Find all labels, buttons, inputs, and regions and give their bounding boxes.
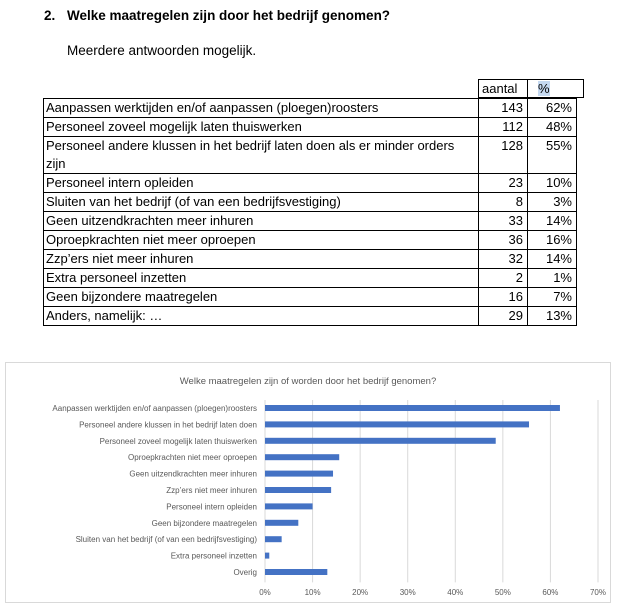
row-percent: 48% [527,117,577,137]
question-number: 2. [44,8,56,23]
x-tick-label: 10% [305,588,321,597]
category-label: Personeel intern opleiden [166,502,257,511]
row-percent: 7% [527,287,577,307]
category-label: Extra personeel inzetten [171,552,257,561]
row-count: 36 [478,230,528,250]
row-label: Extra personeel inzetten [43,268,479,288]
row-label: Sluiten van het bedrijf (of van een bedr… [43,192,479,212]
row-label: Personeel zoveel mogelijk laten thuiswer… [43,117,479,137]
x-tick-label: 0% [259,588,271,597]
table-row: Sluiten van het bedrijf (of van een bedr… [43,192,577,212]
bar [265,519,299,526]
row-count: 128 [478,136,528,174]
header-percent: % [538,81,550,96]
row-label: Oproepkrachten niet meer oproepen [43,230,479,250]
row-count: 112 [478,117,528,137]
category-label: Geen bijzondere maatregelen [152,519,257,528]
bar [265,454,340,461]
bar [265,552,270,559]
row-label: Aanpassen werktijden en/of aanpassen (pl… [43,98,479,118]
chart-title: Welke maatregelen zijn of worden door he… [180,376,436,387]
bar [265,470,334,477]
row-percent: 3% [527,192,577,212]
table-row: Personeel andere klussen in het bedrijf … [43,136,577,174]
category-label: Personeel zoveel mogelijk laten thuiswer… [100,437,257,446]
table-row: Personeel zoveel mogelijk laten thuiswer… [43,117,577,137]
row-label: Personeel intern opleiden [43,173,479,193]
row-percent: 13% [527,306,577,326]
x-tick-label: 70% [590,588,606,597]
category-label: Zzp’ers niet meer inhuren [166,486,257,495]
bar [265,487,332,493]
table-row: Oproepkrachten niet meer oproepen 36 16% [43,230,577,250]
row-percent: 55% [527,136,577,174]
table-row: Personeel intern opleiden 23 10% [43,173,577,193]
table-row: Aanpassen werktijden en/of aanpassen (pl… [43,98,577,118]
row-label: Anders, namelijk: … [43,306,479,326]
row-count: 16 [478,287,528,307]
category-label: Overig [233,568,257,577]
row-percent: 16% [527,230,577,250]
table-row: Anders, namelijk: … 29 13% [43,306,577,326]
x-tick-label: 60% [542,588,558,597]
question-subtitle: Meerdere antwoorden mogelijk. [67,43,257,58]
bar [265,421,530,428]
table-row: Extra personeel inzetten 2 1% [43,268,577,288]
table-header: aantal % [478,79,584,98]
bar [265,536,282,543]
table-row: Geen uitzendkrachten meer inhuren 33 14% [43,211,577,231]
row-percent: 10% [527,173,577,193]
row-count: 8 [478,192,528,212]
table-row: Geen bijzondere maatregelen 16 7% [43,287,577,307]
row-count: 2 [478,268,528,288]
row-count: 29 [478,306,528,326]
row-percent: 14% [527,249,577,269]
chart-svg: Welke maatregelen zijn of worden door he… [52,376,606,597]
bar [265,405,560,411]
bar [265,503,313,510]
bar [265,569,328,575]
row-percent: 14% [527,211,577,231]
row-label: Geen uitzendkrachten meer inhuren [43,211,479,231]
question-text: Welke maatregelen zijn door het bedrijf … [67,8,391,23]
row-label: Geen bijzondere maatregelen [43,287,479,307]
bar [265,437,496,444]
row-percent: 62% [527,98,577,118]
row-count: 143 [478,98,528,118]
category-label: Geen uitzendkrachten meer inhuren [129,470,257,479]
category-label: Aanpassen werktijden en/of aanpassen (pl… [52,404,257,413]
category-label: Oproepkrachten niet meer oproepen [128,453,257,462]
results-table: Aanpassen werktijden en/of aanpassen (pl… [43,98,577,326]
x-tick-label: 30% [400,588,416,597]
row-percent: 1% [527,268,577,288]
category-label: Personeel andere klussen in het bedrijf … [79,420,257,429]
row-count: 32 [478,249,528,269]
x-tick-label: 20% [352,588,368,597]
x-tick-label: 40% [447,588,463,597]
row-count: 33 [478,211,528,231]
row-count: 23 [478,173,528,193]
row-label: Zzp’ers niet meer inhuren [43,249,479,269]
category-label: Sluiten van het bedrijf (of van een bedr… [76,535,258,544]
bar-chart: Welke maatregelen zijn of worden door he… [5,362,611,603]
table-row: Zzp’ers niet meer inhuren 32 14% [43,249,577,269]
row-label: Personeel andere klussen in het bedrijf … [43,136,479,174]
x-tick-label: 50% [495,588,511,597]
header-count: aantal [478,79,528,98]
